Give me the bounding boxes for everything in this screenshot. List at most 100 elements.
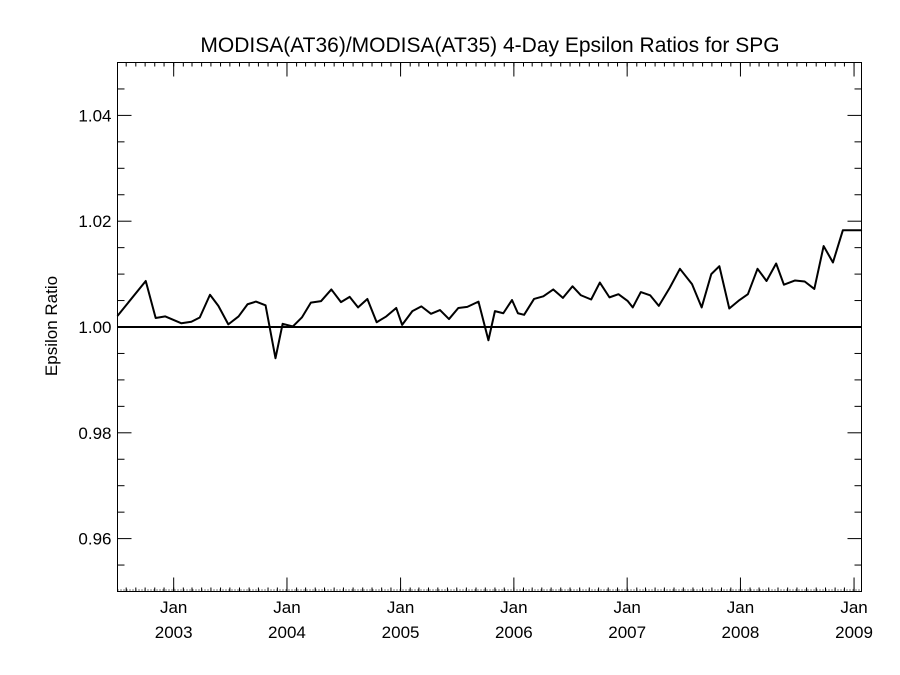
data-point	[747, 293, 749, 295]
data-point	[477, 301, 480, 303]
data-point	[274, 357, 277, 359]
x-tick-year-label: 2004	[268, 623, 306, 642]
x-tick-month-label: Jan	[160, 598, 187, 617]
data-point	[420, 305, 422, 307]
series-points	[116, 229, 863, 359]
data-point	[571, 285, 574, 287]
data-point	[494, 310, 496, 312]
data-point	[756, 268, 759, 270]
x-tick-month-label: Jan	[727, 598, 754, 617]
x-tick-month-label: Jan	[387, 598, 414, 617]
data-point	[180, 322, 183, 324]
data-point	[310, 302, 312, 304]
data-point	[562, 297, 564, 299]
data-point	[701, 306, 703, 309]
data-point	[658, 305, 660, 307]
data-point	[190, 321, 192, 323]
data-point	[301, 316, 303, 319]
data-point	[487, 339, 490, 341]
y-tick-label: 0.96	[78, 530, 111, 549]
data-point	[217, 305, 219, 307]
data-point	[255, 301, 257, 303]
data-point	[209, 294, 211, 296]
data-point	[448, 318, 450, 320]
data-point	[552, 288, 554, 291]
data-point	[728, 307, 730, 310]
data-point	[580, 294, 582, 296]
data-point	[832, 261, 834, 264]
x-tick-year-label: 2009	[835, 623, 873, 642]
x-tick-month-label: Jan	[273, 598, 300, 617]
x-tick-month-label: Jan	[840, 598, 867, 617]
data-point	[376, 321, 378, 323]
data-point	[292, 325, 294, 328]
data-point	[340, 301, 342, 303]
data-point	[627, 300, 629, 302]
y-tick-label: 1.00	[78, 318, 111, 337]
data-point	[237, 315, 240, 318]
x-tick-year-label: 2006	[495, 623, 533, 642]
data-point	[502, 312, 504, 314]
data-point	[617, 293, 620, 295]
data-point	[227, 323, 229, 325]
x-axis-ticks: Jan 2003 Jan 2004 Jan 2005 Jan 2006 Jan 2007 Jan 20…	[117, 62, 873, 642]
data-point	[860, 229, 863, 231]
data-point	[411, 310, 413, 312]
y-tick-label: 1.02	[78, 212, 111, 231]
data-point	[855, 229, 857, 231]
data-point	[533, 298, 535, 300]
data-point	[457, 307, 459, 309]
data-point	[765, 280, 768, 282]
data-point	[640, 291, 642, 293]
data-point	[349, 296, 351, 298]
data-point	[401, 324, 403, 326]
data-point	[155, 317, 157, 319]
data-point	[385, 315, 387, 318]
data-point	[710, 273, 712, 275]
data-point	[517, 312, 519, 314]
data-point	[430, 313, 432, 315]
x-tick-month-label: Jan	[613, 598, 640, 617]
data-point	[718, 265, 720, 267]
data-point	[320, 300, 322, 302]
data-point	[357, 306, 359, 309]
data-point	[608, 296, 611, 298]
data-point	[813, 288, 815, 290]
data-point	[395, 307, 397, 309]
data-point	[691, 283, 693, 285]
data-point	[145, 280, 147, 282]
data-point	[775, 262, 777, 265]
data-point	[679, 268, 681, 270]
data-point	[783, 284, 785, 286]
x-tick-year-label: 2005	[382, 623, 420, 642]
data-point	[669, 287, 671, 289]
data-point	[804, 280, 806, 283]
data-point	[632, 306, 634, 309]
data-point	[794, 279, 796, 282]
data-point	[282, 323, 284, 325]
data-point	[199, 316, 201, 319]
data-point	[511, 299, 513, 301]
y-axis-label: Epsilon Ratio	[42, 276, 61, 376]
data-point	[466, 306, 468, 308]
data-point	[842, 229, 844, 231]
data-point	[116, 315, 119, 317]
data-point	[264, 304, 267, 306]
chart-title: MODISA(AT36)/MODISA(AT35) 4-Day Epsilon …	[200, 34, 779, 57]
data-point	[823, 245, 825, 247]
y-tick-label: 0.98	[78, 424, 111, 443]
data-point	[599, 281, 601, 284]
data-point	[542, 295, 544, 297]
x-tick-year-label: 2007	[608, 623, 646, 642]
data-point	[649, 294, 651, 296]
y-tick-label: 1.04	[78, 106, 111, 125]
x-tick-year-label: 2008	[722, 623, 760, 642]
epsilon-ratio-series-line	[116, 229, 862, 360]
data-point	[366, 298, 368, 300]
x-tick-year-label: 2003	[155, 623, 193, 642]
data-point	[246, 303, 249, 305]
data-point	[439, 309, 441, 311]
data-point	[330, 288, 332, 291]
data-point	[590, 298, 592, 301]
